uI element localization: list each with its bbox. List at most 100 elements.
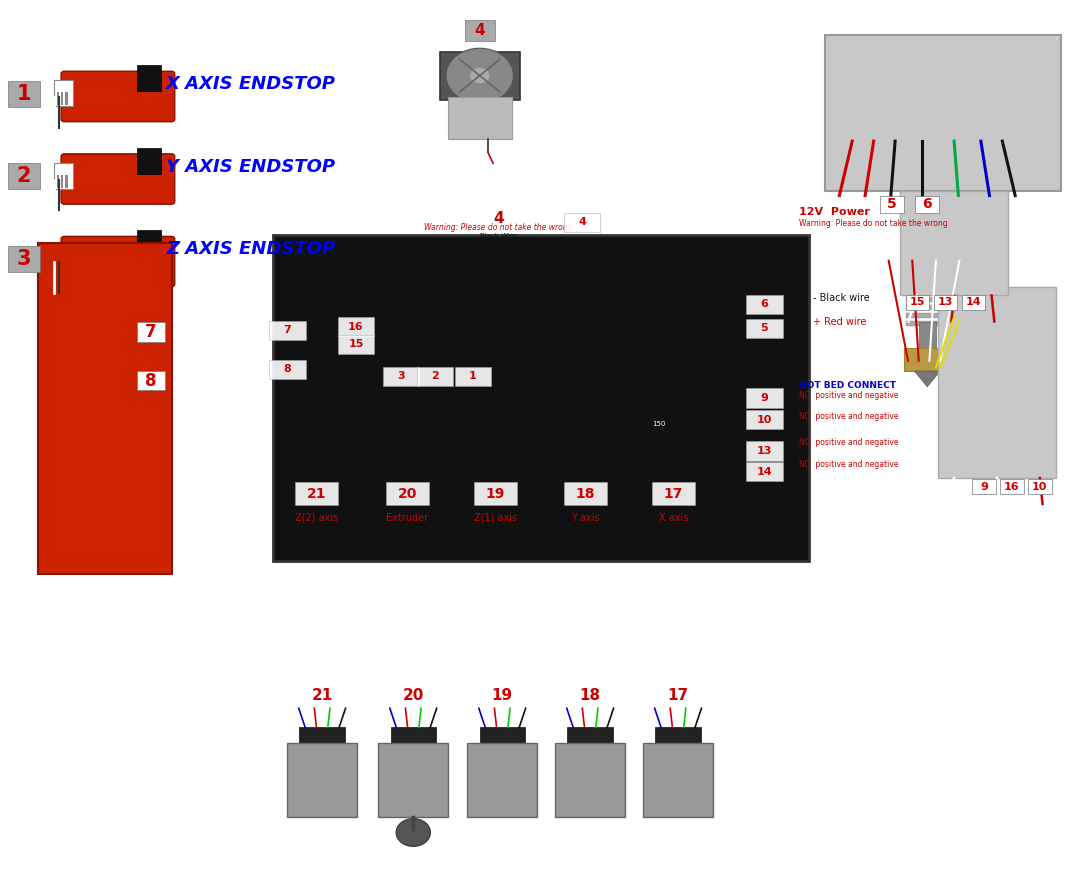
Bar (352, 246, 359, 252)
Circle shape (470, 68, 490, 83)
Bar (42, 526, 53, 534)
Text: 2: 2 (431, 371, 440, 381)
Bar (300, 494, 359, 530)
Bar (137, 148, 161, 174)
Bar (71, 354, 131, 401)
Bar (71, 387, 131, 434)
Text: X AXIS ENDSTOP: X AXIS ENDSTOP (166, 76, 337, 93)
Text: 5: 5 (760, 323, 769, 334)
Bar (451, 411, 503, 430)
Bar (684, 448, 746, 467)
Bar (512, 547, 521, 554)
Bar (710, 451, 719, 464)
Bar (906, 321, 949, 326)
Circle shape (952, 121, 963, 129)
Bar (370, 398, 383, 414)
Bar (387, 246, 394, 252)
Text: 7: 7 (283, 325, 292, 335)
Circle shape (289, 808, 298, 815)
Text: HOT BED CONNECT: HOT BED CONNECT (799, 381, 895, 390)
Bar (38, 243, 172, 574)
Circle shape (381, 808, 389, 815)
Bar (446, 246, 453, 252)
Bar (938, 287, 1056, 478)
Bar (137, 230, 161, 256)
Bar (399, 246, 406, 252)
Bar (487, 448, 549, 467)
Bar (481, 465, 572, 556)
Text: 4: 4 (578, 217, 586, 228)
Text: Extruder: Extruder (386, 513, 429, 523)
Bar (399, 265, 406, 271)
Bar (316, 246, 324, 252)
Text: 17: 17 (664, 487, 683, 501)
Bar (363, 255, 371, 262)
Bar (723, 536, 731, 543)
Bar (42, 458, 53, 467)
FancyBboxPatch shape (746, 441, 783, 461)
Bar (279, 263, 316, 282)
Bar (390, 727, 436, 743)
Bar (42, 357, 53, 366)
Text: 15: 15 (348, 339, 363, 349)
Bar (1000, 479, 1024, 494)
Bar (137, 322, 165, 342)
Text: 9: 9 (760, 393, 769, 403)
Bar (729, 282, 748, 297)
Bar (906, 297, 949, 302)
FancyBboxPatch shape (269, 360, 306, 379)
Bar (328, 547, 337, 554)
Bar (411, 265, 418, 271)
Bar (65, 92, 68, 105)
Bar (731, 326, 795, 352)
Bar (302, 536, 311, 543)
Text: 18: 18 (580, 687, 600, 703)
Circle shape (671, 774, 685, 786)
Bar (486, 415, 494, 427)
Text: 6: 6 (923, 197, 932, 211)
Bar (315, 451, 325, 464)
Circle shape (696, 808, 704, 815)
Bar (512, 451, 522, 464)
Text: Black Wire: Black Wire (480, 234, 517, 239)
Circle shape (734, 401, 745, 409)
Bar (580, 465, 671, 556)
Text: Z(1) axis: Z(1) axis (474, 513, 517, 523)
Bar (42, 346, 53, 355)
Circle shape (645, 808, 654, 815)
Bar (434, 255, 442, 262)
Bar (387, 265, 394, 271)
Bar (289, 547, 298, 554)
Bar (962, 295, 985, 310)
FancyBboxPatch shape (474, 482, 517, 505)
Bar (441, 446, 457, 456)
Bar (684, 536, 693, 543)
FancyBboxPatch shape (746, 410, 783, 429)
Bar (363, 265, 371, 271)
Bar (54, 245, 73, 271)
Circle shape (734, 434, 745, 442)
Text: 10: 10 (757, 415, 772, 425)
Bar (414, 536, 422, 543)
Bar (316, 255, 324, 262)
Bar (723, 547, 731, 554)
Bar (414, 547, 422, 554)
Bar (440, 52, 520, 100)
Bar (375, 246, 383, 252)
Circle shape (777, 434, 788, 442)
Text: 13: 13 (938, 297, 953, 308)
Circle shape (608, 808, 616, 815)
Bar (427, 536, 435, 543)
Bar (831, 109, 1056, 141)
Bar (906, 313, 949, 318)
Circle shape (777, 335, 788, 343)
FancyBboxPatch shape (61, 236, 175, 287)
Text: 1: 1 (468, 371, 477, 381)
Text: Z AXIS ENDSTOP: Z AXIS ENDSTOP (166, 241, 336, 258)
Bar (42, 481, 53, 489)
FancyBboxPatch shape (746, 319, 783, 338)
Bar (316, 265, 324, 271)
FancyBboxPatch shape (383, 367, 419, 386)
Circle shape (978, 121, 989, 129)
Circle shape (446, 48, 513, 103)
